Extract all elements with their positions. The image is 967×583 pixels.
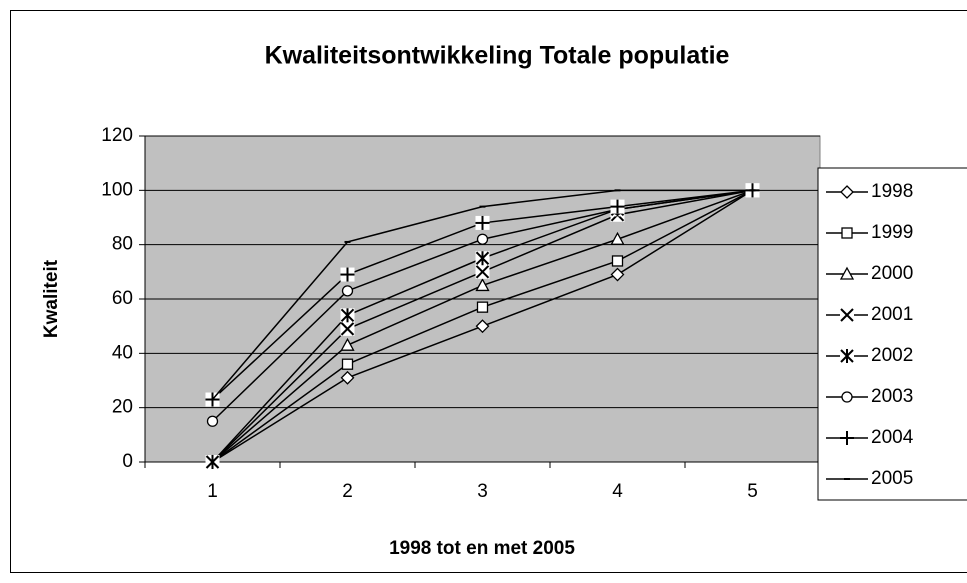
marker-part <box>341 285 354 297</box>
marker <box>840 431 854 445</box>
marker-part <box>206 415 219 427</box>
marker <box>475 215 490 230</box>
y-tick-label: 120 <box>101 125 133 146</box>
marker-part <box>475 278 490 292</box>
marker <box>476 301 489 313</box>
marker-part <box>476 301 489 313</box>
x-tick-label: 1 <box>207 481 218 502</box>
marker <box>476 233 489 245</box>
marker-part <box>841 227 853 239</box>
legend-label: 2001 <box>871 304 913 325</box>
x-tick-label: 4 <box>612 481 623 502</box>
legend-label: 2004 <box>871 427 914 448</box>
marker <box>840 349 854 363</box>
marker <box>340 308 355 323</box>
legend-label: 2005 <box>871 468 913 489</box>
legend-label: 2002 <box>871 345 913 366</box>
marker-part <box>610 231 625 245</box>
marker <box>340 267 355 282</box>
marker-part <box>475 319 490 334</box>
marker <box>610 267 625 282</box>
marker <box>475 319 490 334</box>
marker <box>839 266 855 280</box>
x-tick-label: 2 <box>342 481 353 502</box>
marker <box>840 185 854 199</box>
marker <box>475 251 490 266</box>
marker <box>340 370 355 385</box>
y-axis-label: Kwaliteit <box>41 259 62 338</box>
legend-label: 2000 <box>871 263 913 284</box>
marker-part <box>475 265 490 279</box>
marker <box>475 278 490 292</box>
marker <box>610 199 625 214</box>
marker <box>841 391 853 403</box>
marker <box>341 358 354 370</box>
legend-label: 2003 <box>871 386 913 407</box>
marker <box>340 337 355 351</box>
marker-part <box>840 185 854 199</box>
marker <box>841 227 853 239</box>
marker <box>340 321 355 336</box>
x-tick-label: 5 <box>747 481 758 502</box>
marker <box>341 285 354 297</box>
marker-part <box>610 267 625 282</box>
marker <box>611 255 624 267</box>
marker-part <box>340 322 355 336</box>
y-tick-label: 60 <box>112 288 133 309</box>
y-tick-label: 20 <box>112 397 133 418</box>
legend-box <box>817 167 967 501</box>
marker-part <box>476 233 489 245</box>
y-tick-label: 80 <box>112 234 133 255</box>
marker-part <box>340 370 355 385</box>
marker <box>475 264 490 279</box>
x-axis-label: 1998 tot en met 2005 <box>389 538 575 559</box>
y-tick-label: 0 <box>122 451 133 472</box>
legend-label: 1998 <box>871 181 913 202</box>
marker-part <box>841 391 853 403</box>
marker-part <box>340 337 355 351</box>
marker-part <box>341 358 354 370</box>
x-tick-label: 3 <box>477 481 488 502</box>
marker <box>840 308 854 322</box>
chart-title: Kwaliteitsontwikkeling Totale populatie <box>265 42 730 70</box>
y-tick-label: 40 <box>112 342 133 363</box>
marker-part <box>839 266 855 280</box>
marker <box>610 231 625 245</box>
marker <box>206 415 219 427</box>
legend-label: 1999 <box>871 222 913 243</box>
marker-part <box>611 255 624 267</box>
marker-part <box>840 308 854 322</box>
marker <box>205 455 220 469</box>
y-tick-label: 100 <box>101 179 133 200</box>
